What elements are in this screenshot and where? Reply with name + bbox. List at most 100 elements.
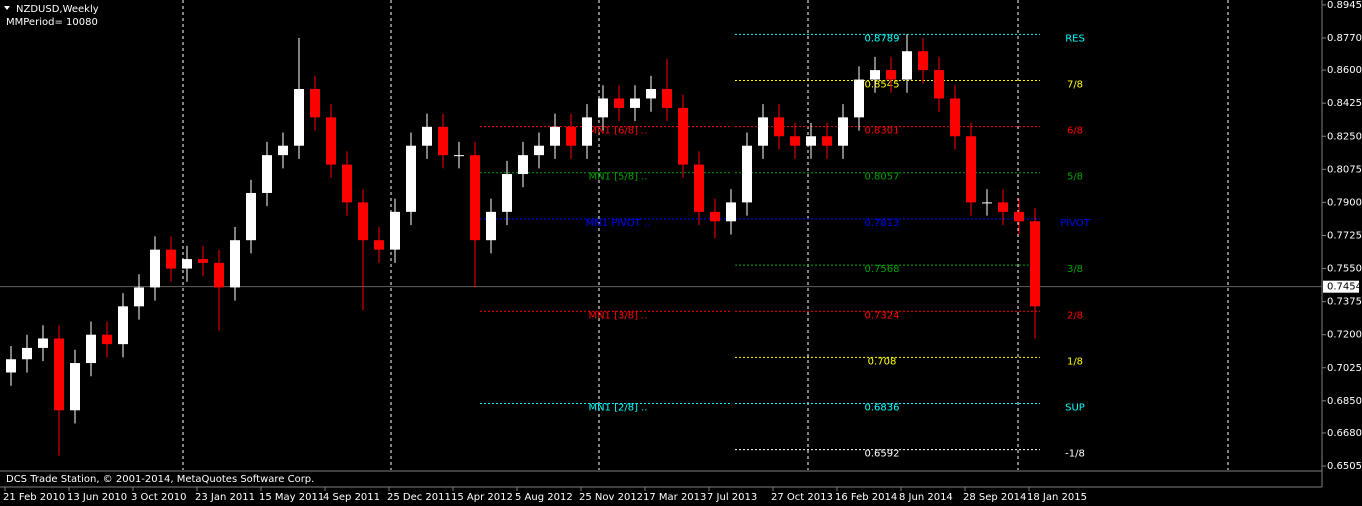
candle-body [214, 262, 224, 288]
candle-body [854, 79, 864, 118]
candle-body [518, 155, 528, 175]
x-tick-label: 25 Dec 2011 [387, 492, 451, 503]
chart-title: NZDUSD,Weekly [16, 4, 99, 15]
candle-body [54, 338, 64, 411]
candle-body [406, 145, 416, 212]
last-price-box [1323, 280, 1359, 293]
y-tick-label: 0.7725 [1327, 230, 1362, 241]
candle-body [1014, 211, 1024, 222]
candle-body [614, 98, 624, 108]
x-tick-label: 15 Apr 2012 [451, 492, 513, 503]
candle-body [502, 174, 512, 212]
candle-body [486, 211, 496, 241]
y-tick-label: 0.8250 [1327, 131, 1362, 142]
level-tag: 2/8 [1067, 310, 1083, 321]
level-value: 0.8789 [865, 33, 900, 44]
candle-body [150, 249, 160, 288]
candle-body [470, 155, 480, 241]
candle-body [102, 334, 112, 345]
candle-body [646, 89, 656, 99]
candle-body [390, 211, 400, 250]
mn1-label: MN1 PIVOT .. [586, 218, 651, 229]
mn1-label: MN1 [6/8] .. [588, 126, 647, 137]
mn1-label: MN1 [2/8] .. [588, 402, 647, 413]
x-tick-label: 21 Feb 2010 [3, 492, 65, 503]
candle-body [6, 359, 16, 373]
candle-body [918, 51, 928, 71]
level-tag: 5/8 [1067, 172, 1083, 183]
candle-body [806, 136, 816, 146]
mn1-label: MN1 [3/8] .. [588, 310, 647, 321]
candle-body [1030, 221, 1040, 307]
level-value: 0.6836 [865, 402, 900, 413]
x-tick-label: 28 Sep 2014 [963, 492, 1026, 503]
candle-body [182, 259, 192, 269]
level-value: 0.7324 [865, 310, 900, 321]
level-tag: 7/8 [1067, 80, 1083, 91]
candle-body [134, 287, 144, 307]
candle-body [678, 107, 688, 165]
level-value: 0.8545 [865, 80, 900, 91]
candle-body [886, 70, 896, 80]
candle-body [198, 259, 208, 263]
y-tick-label: 0.7375 [1327, 297, 1362, 308]
candle-body [582, 117, 592, 146]
mn1-label: MN1 [5/8] .. [588, 172, 647, 183]
x-tick-label: 17 Mar 2013 [643, 492, 706, 503]
candle-body [710, 211, 720, 222]
y-tick-label: 0.8945 [1327, 0, 1362, 11]
candle-body [118, 306, 128, 345]
candle-body [790, 136, 800, 146]
candle-body [838, 117, 848, 146]
candle-body [934, 70, 944, 99]
candle-body [966, 136, 976, 203]
candle-body [950, 98, 960, 137]
candle-body [374, 240, 384, 250]
x-tick-label: 3 Oct 2010 [131, 492, 186, 503]
footer: DCS Trade Station, © 2001-2014, MetaQuot… [6, 474, 314, 485]
candle-body [278, 145, 288, 156]
y-tick-label: 0.8770 [1327, 33, 1362, 44]
x-tick-label: 25 Nov 2012 [579, 492, 643, 503]
x-tick-label: 23 Jan 2011 [195, 492, 255, 503]
y-tick-label: 0.6680 [1327, 428, 1362, 439]
candle-body [246, 192, 256, 241]
candle-body [422, 126, 432, 146]
level-value: 0.7813 [865, 218, 900, 229]
candle-body [726, 202, 736, 222]
level-value: 0.8301 [865, 126, 900, 137]
candle-body [358, 202, 368, 241]
level-value: 0.6592 [865, 449, 900, 460]
y-tick-label: 0.8600 [1327, 65, 1362, 76]
candle-body [998, 202, 1008, 212]
x-tick-label: 27 Oct 2013 [771, 492, 833, 503]
candle-body [774, 117, 784, 137]
candle-body [22, 347, 32, 360]
candle-body [438, 126, 448, 156]
y-tick-label: 0.7025 [1327, 363, 1362, 374]
candle-body [86, 334, 96, 364]
candle-body [294, 89, 304, 146]
level-tag: -1/8 [1065, 449, 1085, 460]
x-tick-label: 8 Jun 2014 [899, 492, 953, 503]
level-value: 0.8057 [865, 172, 900, 183]
level-value: 0.7568 [865, 264, 900, 275]
chart-subtitle: MMPeriod= 10080 [6, 17, 98, 28]
level-tag: 1/8 [1067, 356, 1083, 367]
level-tag: 3/8 [1067, 264, 1083, 275]
level-value: 0.708 [868, 356, 897, 367]
x-tick-label: 16 Feb 2014 [835, 492, 897, 503]
y-tick-label: 0.6505 [1327, 461, 1362, 472]
candle-body [342, 164, 352, 203]
candle-body [662, 89, 672, 108]
candle-body [262, 155, 272, 193]
x-tick-label: 5 Aug 2012 [515, 492, 573, 503]
candle-body [758, 117, 768, 146]
y-tick-label: 0.7900 [1327, 197, 1362, 208]
period-separators [182, 0, 1229, 470]
y-tick-label: 0.7550 [1327, 264, 1362, 275]
candle-body [70, 363, 80, 411]
